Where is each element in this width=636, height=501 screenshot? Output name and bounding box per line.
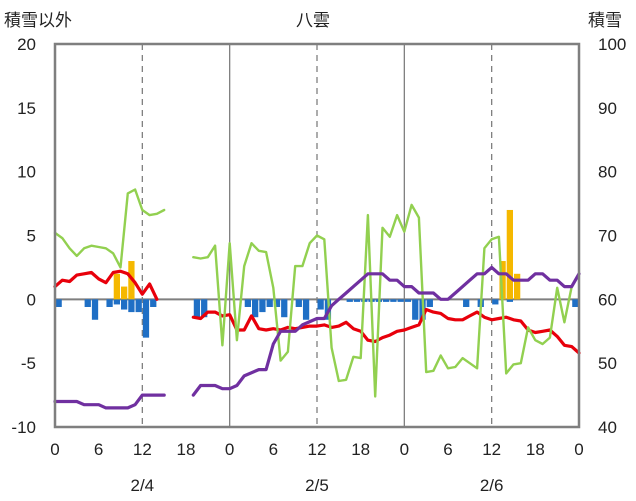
x-tick-label: 6 — [94, 440, 103, 459]
precip-bar — [397, 299, 404, 302]
precip-bar — [150, 299, 157, 307]
y-left-tick-label: -5 — [21, 354, 36, 373]
precip-bar — [244, 299, 251, 307]
precip-bar — [317, 299, 324, 310]
precip-bar — [492, 299, 499, 305]
precip-bar — [412, 299, 419, 320]
precip-bar — [506, 299, 513, 302]
y-right-tick-label: 80 — [598, 163, 617, 182]
precip-bar — [295, 299, 302, 307]
x-tick-label: 12 — [308, 440, 327, 459]
snow_depth-line — [53, 265, 581, 410]
y-right-tick-label: 70 — [598, 227, 617, 246]
y-left-tick-label: 10 — [17, 163, 36, 182]
y-right-tick-label: 100 — [598, 35, 626, 54]
precip-bar — [113, 299, 120, 305]
precip-bar — [383, 299, 390, 302]
precip-bar — [281, 299, 288, 318]
line-layer — [53, 188, 581, 410]
x-tick-label: 12 — [133, 440, 152, 459]
precip-bar — [252, 299, 259, 318]
y-right-axis-label: 積雪 — [588, 11, 622, 30]
precip-bar — [121, 299, 128, 310]
y-right-tick-label: 50 — [598, 354, 617, 373]
y-left-tick-label: 20 — [17, 35, 36, 54]
precip-bar — [84, 299, 91, 307]
precip-bar — [463, 299, 470, 307]
precip-bar — [390, 299, 397, 302]
snowfall-bar — [506, 209, 513, 300]
x-tick-label: 18 — [177, 440, 196, 459]
precip-bar — [273, 299, 281, 307]
precip-bar — [55, 299, 62, 307]
x-tick-label: 6 — [269, 440, 278, 459]
snowfall-bar — [121, 286, 128, 300]
snowfall-bar — [514, 273, 521, 300]
precip-bar — [353, 299, 361, 302]
precip-bar — [259, 299, 266, 313]
y-right-tick-label: 40 — [598, 418, 617, 437]
snowfall-bar — [499, 261, 506, 300]
y-left-tick-label: 0 — [27, 290, 36, 309]
x-tick-label: 0 — [50, 440, 59, 459]
x-tick-label: 12 — [482, 440, 501, 459]
x-tick-label: 0 — [225, 440, 234, 459]
plot-frame — [53, 42, 581, 429]
y-left-tick-label: -10 — [11, 418, 36, 437]
precip-bar — [426, 299, 433, 307]
chart-title: 八雲 — [296, 11, 330, 30]
date-label: 2/5 — [305, 476, 329, 495]
y-left-tick-label: 5 — [27, 227, 36, 246]
precip-bar — [302, 299, 310, 320]
wind-line — [53, 188, 573, 398]
precip-bar — [128, 299, 135, 313]
x-tick-label: 0 — [574, 440, 583, 459]
precip-bar — [91, 299, 99, 320]
precip-bar — [193, 299, 201, 318]
x-tick-label: 18 — [526, 440, 545, 459]
date-label: 2/6 — [480, 476, 504, 495]
precip-bar — [201, 299, 208, 318]
x-tick-label: 0 — [400, 440, 409, 459]
y-left-tick-label: 15 — [17, 99, 36, 118]
y-right-tick-label: 90 — [598, 99, 617, 118]
y-right-tick-label: 60 — [598, 290, 617, 309]
x-tick-label: 18 — [351, 440, 370, 459]
precip-bar — [572, 299, 579, 307]
y-left-axis-label: 積雪以外 — [4, 11, 72, 30]
precip-bar — [135, 299, 142, 313]
precip-bar — [106, 299, 113, 307]
precip-bar — [346, 299, 353, 302]
snowfall-bar — [113, 273, 120, 300]
x-tick-label: 6 — [443, 440, 452, 459]
temperature-line — [53, 269, 581, 355]
precip-bar — [404, 299, 412, 302]
date-label: 2/4 — [131, 476, 155, 495]
precip-bar — [266, 299, 273, 307]
precip-bar — [142, 299, 150, 338]
